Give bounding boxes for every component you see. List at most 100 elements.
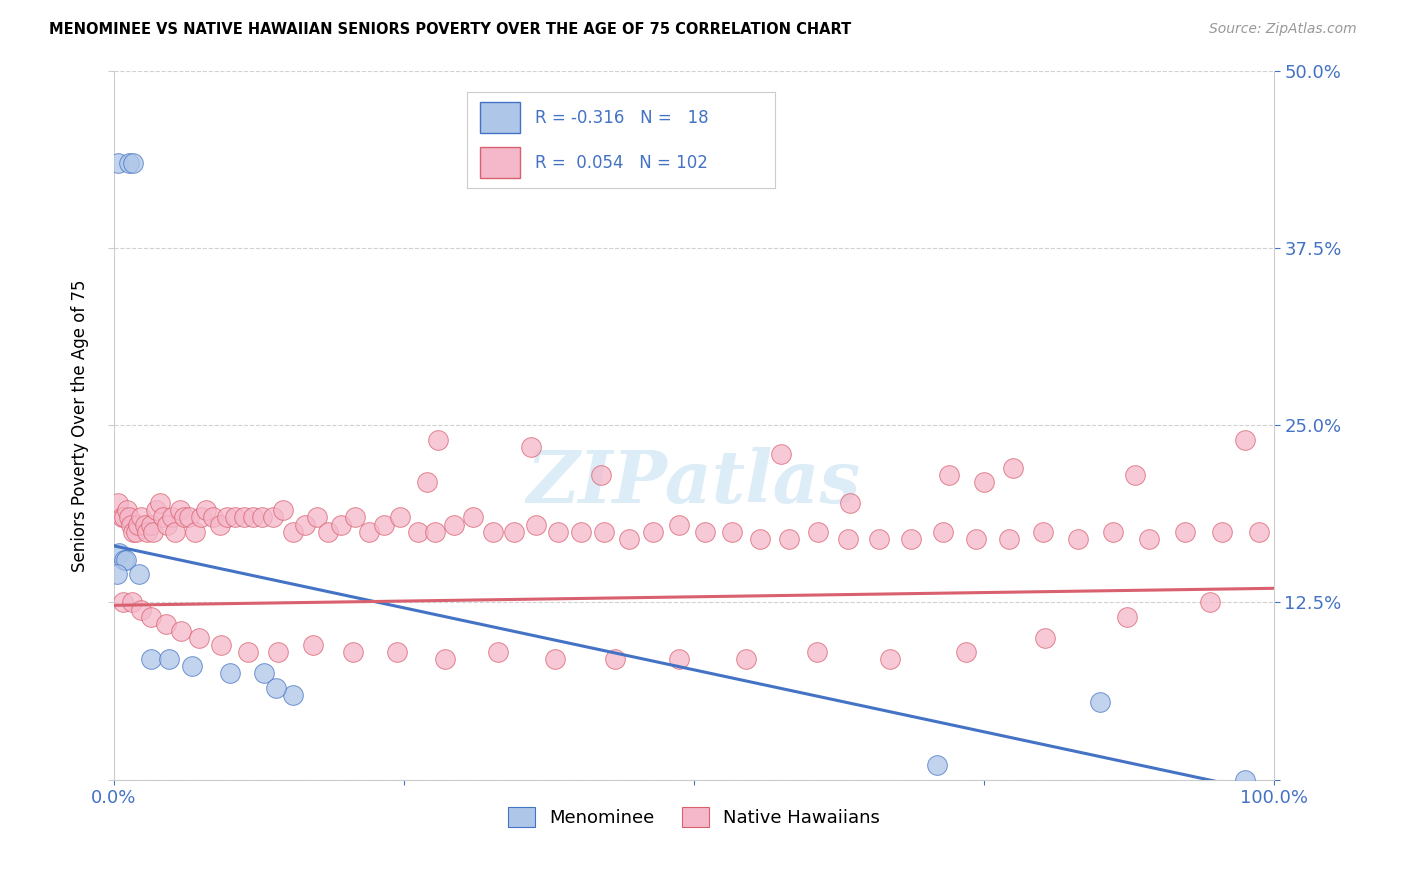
Point: [603, 652, 626, 666]
Point: [165, 524, 187, 539]
Point: [117, 510, 139, 524]
Point: [160, 510, 183, 524]
Point: [107, 156, 129, 170]
Point: [735, 652, 758, 666]
Point: [283, 688, 305, 702]
Point: [427, 433, 450, 447]
Point: [503, 524, 526, 539]
Point: [128, 567, 150, 582]
Point: [142, 524, 165, 539]
Point: [157, 652, 180, 666]
Point: [543, 652, 565, 666]
Point: [262, 510, 284, 524]
Point: [124, 524, 146, 539]
Point: [267, 645, 290, 659]
Point: [955, 645, 977, 659]
Point: [463, 510, 485, 524]
Point: [1137, 532, 1160, 546]
Point: [643, 524, 665, 539]
Point: [520, 440, 543, 454]
Point: [868, 532, 890, 546]
Point: [131, 602, 153, 616]
Point: [202, 510, 225, 524]
Point: [107, 496, 129, 510]
Point: [115, 553, 138, 567]
Y-axis label: Seniors Poverty Over the Age of 75: Seniors Poverty Over the Age of 75: [72, 279, 89, 572]
Point: [547, 524, 569, 539]
Point: [156, 517, 179, 532]
Point: [1035, 631, 1057, 645]
Point: [120, 517, 142, 532]
Point: [443, 517, 465, 532]
Point: [250, 510, 273, 524]
Point: [149, 496, 172, 510]
Point: [806, 645, 828, 659]
Point: [112, 510, 135, 524]
Point: [224, 510, 246, 524]
Point: [389, 510, 412, 524]
Point: [302, 638, 325, 652]
Point: [1101, 524, 1123, 539]
Point: [294, 517, 316, 532]
Point: [1211, 524, 1233, 539]
Point: [778, 532, 800, 546]
Point: [589, 467, 612, 482]
Point: [139, 652, 162, 666]
Point: [1115, 609, 1137, 624]
Point: [839, 496, 862, 510]
Point: [139, 609, 162, 624]
Point: [105, 567, 128, 582]
Point: [973, 475, 995, 489]
Legend: Menominee, Native Hawaiians: Menominee, Native Hawaiians: [501, 800, 887, 834]
Point: [938, 467, 960, 482]
Point: [195, 503, 218, 517]
Point: [232, 510, 254, 524]
Point: [173, 510, 195, 524]
Point: [218, 666, 240, 681]
Point: [593, 524, 616, 539]
Point: [343, 510, 366, 524]
Point: [1233, 433, 1256, 447]
Point: [181, 659, 204, 673]
Point: [316, 524, 339, 539]
Point: [668, 652, 690, 666]
Point: [1233, 772, 1256, 787]
Point: [211, 638, 233, 652]
Point: [617, 532, 640, 546]
Point: [112, 553, 135, 567]
Point: [569, 524, 592, 539]
Point: [155, 616, 177, 631]
Point: [108, 546, 131, 560]
Point: [482, 524, 505, 539]
Point: [139, 517, 162, 532]
Point: [330, 517, 353, 532]
Point: [217, 510, 239, 524]
Point: [127, 517, 149, 532]
Point: [357, 524, 380, 539]
Point: [434, 652, 457, 666]
Point: [1088, 695, 1111, 709]
Point: [1067, 532, 1090, 546]
Point: [486, 645, 509, 659]
Point: [927, 758, 949, 772]
Point: [271, 503, 294, 517]
Point: [111, 595, 134, 609]
Point: [305, 510, 328, 524]
Point: [1123, 467, 1146, 482]
Point: [879, 652, 901, 666]
Point: [236, 645, 259, 659]
Point: [209, 517, 232, 532]
Text: ZIPatlas: ZIPatlas: [527, 447, 860, 517]
Point: [1032, 524, 1054, 539]
Text: MENOMINEE VS NATIVE HAWAIIAN SENIORS POVERTY OVER THE AGE OF 75 CORRELATION CHAR: MENOMINEE VS NATIVE HAWAIIAN SENIORS POV…: [49, 22, 852, 37]
Point: [242, 510, 264, 524]
Point: [264, 681, 287, 695]
Point: [807, 524, 830, 539]
Point: [524, 517, 547, 532]
Point: [169, 503, 191, 517]
Point: [932, 524, 955, 539]
Point: [145, 503, 167, 517]
Point: [342, 645, 364, 659]
Point: [152, 510, 174, 524]
Point: [373, 517, 395, 532]
